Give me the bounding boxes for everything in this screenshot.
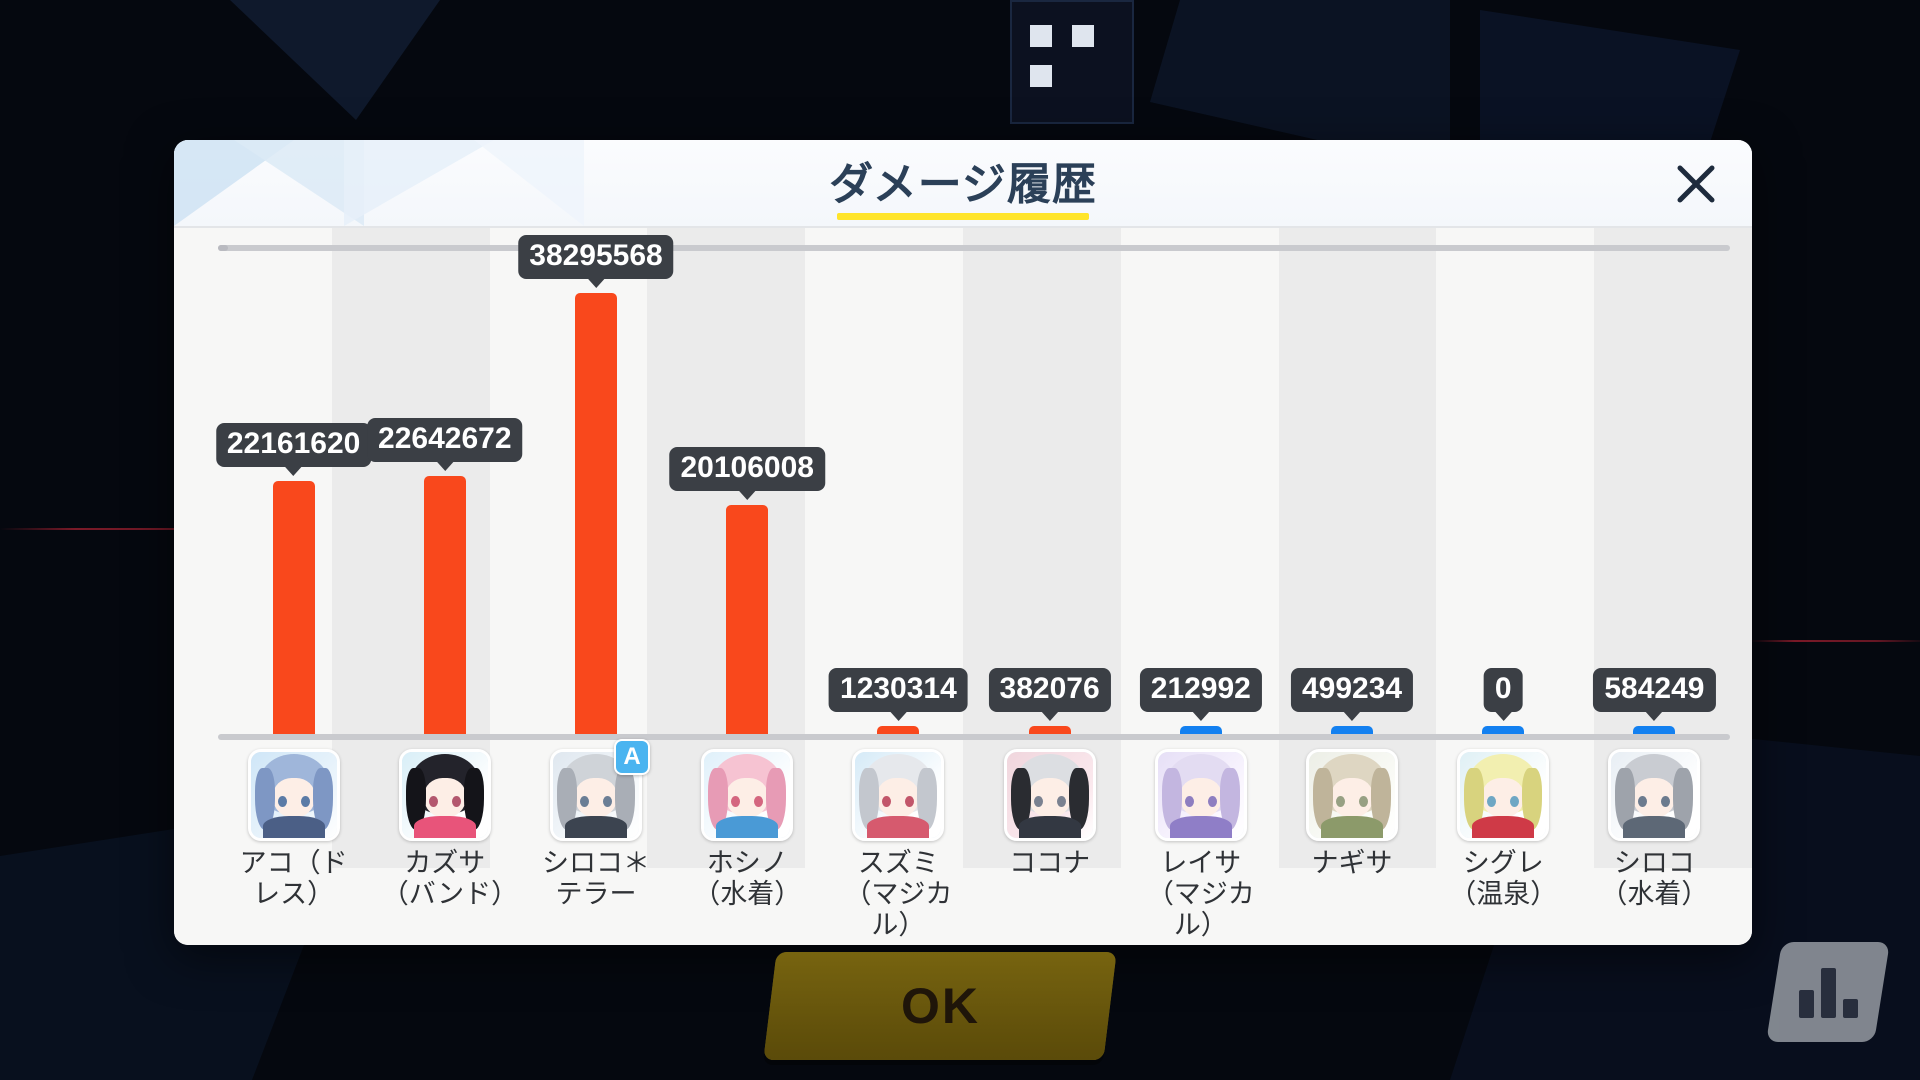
close-icon[interactable] (1668, 156, 1724, 212)
character-portrait-wrap[interactable] (852, 749, 945, 841)
header-decor-triangle (474, 140, 584, 226)
bg-block (1072, 25, 1094, 47)
chart-bar-slot: 499234 (1276, 248, 1427, 740)
character-name-label: ココナ (1009, 848, 1091, 879)
axis-character-slot: ホシノ（水着） (672, 743, 823, 943)
avatar[interactable] (1457, 749, 1550, 841)
bar-value-badge: 584249 (1593, 668, 1716, 712)
bar-value-badge: 499234 (1290, 668, 1414, 712)
character-name-label: ナギサ (1311, 848, 1393, 879)
stats-button[interactable] (1766, 942, 1890, 1042)
character-name-label: ホシノ（水着） (693, 848, 802, 910)
character-portrait-wrap[interactable] (1154, 749, 1247, 841)
axis-character-slot: レイサ（マジカル） (1125, 743, 1276, 943)
avatar[interactable] (1003, 749, 1096, 841)
chart-bar-slot: 0 (1428, 248, 1579, 740)
avatar[interactable] (852, 749, 945, 841)
chart-bar[interactable] (423, 476, 466, 740)
character-portrait-wrap[interactable] (1003, 749, 1096, 841)
chart-bar-slot: 382076 (974, 248, 1125, 740)
bar-chart-icon (1798, 966, 1858, 1018)
ok-button[interactable]: OK (763, 952, 1117, 1060)
avatar[interactable] (247, 749, 340, 841)
axis-character-slot: カズサ（バンド） (369, 743, 520, 943)
character-portrait-wrap[interactable] (1457, 749, 1550, 841)
character-name-label: レイサ（マジカル） (1146, 848, 1255, 941)
chart-bar-slot: 20106008 (669, 248, 825, 740)
axis-character-slot: シロコ（水着） (1579, 743, 1730, 943)
axis-character-slot: アコ（ドレス） (218, 743, 369, 943)
grade-badge: A (614, 739, 650, 775)
damage-chart: 22161620 22642672 38295568 20106008 1230314 3… (174, 228, 1752, 945)
bg-block (1030, 25, 1052, 47)
chart-top-rule-cap (218, 245, 228, 251)
chart-bar[interactable] (575, 293, 617, 740)
character-name-label: カズサ（バンド） (381, 848, 519, 910)
chart-x-axis: アコ（ドレス） カズサ（バンド） A シロコ＊テラー ホシノ（水着） スズミ（マジカル） コ… (218, 739, 1730, 943)
chart-bar[interactable] (272, 481, 315, 740)
character-portrait-wrap[interactable] (701, 749, 794, 841)
dialog-title-wrap: ダメージ履歴 (174, 140, 1752, 226)
avatar[interactable] (398, 749, 491, 841)
damage-history-dialog: ダメージ履歴 22161620 22642672 38295568 20106008 1… (174, 140, 1752, 945)
bar-value-badge: 212992 (1139, 668, 1262, 712)
avatar[interactable] (1306, 749, 1399, 841)
axis-character-slot: シグレ（温泉） (1428, 743, 1579, 943)
header-divider (174, 226, 1752, 228)
axis-character-slot: ナギサ (1276, 743, 1427, 943)
character-name-label: スズミ（マジカル） (844, 848, 953, 941)
chart-plot: 22161620 22642672 38295568 20106008 1230314 3… (215, 235, 1730, 740)
bar-value-badge: 1230314 (829, 668, 968, 712)
bar-value-badge: 22642672 (367, 418, 523, 462)
page-title: ダメージ履歴 (829, 148, 1097, 220)
bg-block (1030, 65, 1052, 87)
ok-button-dim-overlay (763, 952, 1117, 1060)
character-portrait-wrap[interactable] (1608, 749, 1701, 841)
bg-polygon (230, 0, 440, 120)
bg-red-line (0, 528, 300, 530)
character-portrait-wrap[interactable]: A (550, 739, 650, 841)
chart-bar-slot: 22161620 (215, 248, 372, 740)
header-decor-triangle (234, 140, 364, 226)
header-decor-triangle (344, 140, 494, 226)
avatar[interactable] (701, 749, 794, 841)
axis-character-slot: A シロコ＊テラー (520, 739, 671, 943)
character-portrait-wrap[interactable] (247, 749, 340, 841)
chart-bar[interactable] (726, 505, 769, 740)
character-name-label: シロコ（水着） (1600, 848, 1709, 910)
bg-red-line (1750, 640, 1920, 642)
bar-value-badge: 22161620 (215, 423, 372, 467)
chart-bar-slot: 584249 (1579, 248, 1730, 740)
dialog-title-text: ダメージ履歴 (829, 159, 1097, 210)
avatar[interactable] (1154, 749, 1247, 841)
character-portrait-wrap[interactable] (398, 749, 491, 841)
character-name-label: アコ（ドレス） (239, 848, 348, 910)
character-name-label: シグレ（温泉） (1449, 848, 1558, 910)
chart-baseline (218, 734, 1730, 740)
character-portrait-wrap[interactable] (1306, 749, 1399, 841)
avatar[interactable] (1608, 749, 1701, 841)
bar-value-badge: 20106008 (669, 447, 825, 491)
chart-top-rule (218, 245, 1730, 251)
bg-block (1010, 0, 1134, 124)
chart-bar-slot: 22642672 (367, 248, 523, 740)
chart-bar-slot: 212992 (1125, 248, 1276, 740)
avatar[interactable] (550, 749, 642, 841)
dialog-header: ダメージ履歴 (174, 140, 1752, 226)
axis-character-slot: ココナ (974, 743, 1125, 943)
bar-value-badge: 38295568 (518, 235, 674, 279)
axis-character-slot: スズミ（マジカル） (823, 743, 974, 943)
chart-bar-slot: 38295568 (518, 235, 674, 740)
bar-value-badge: 0 (1483, 668, 1523, 712)
character-name-label: シロコ＊テラー (542, 848, 650, 910)
title-underline (837, 213, 1089, 220)
bar-value-badge: 382076 (988, 668, 1111, 712)
chart-bar-slot: 1230314 (823, 248, 974, 740)
